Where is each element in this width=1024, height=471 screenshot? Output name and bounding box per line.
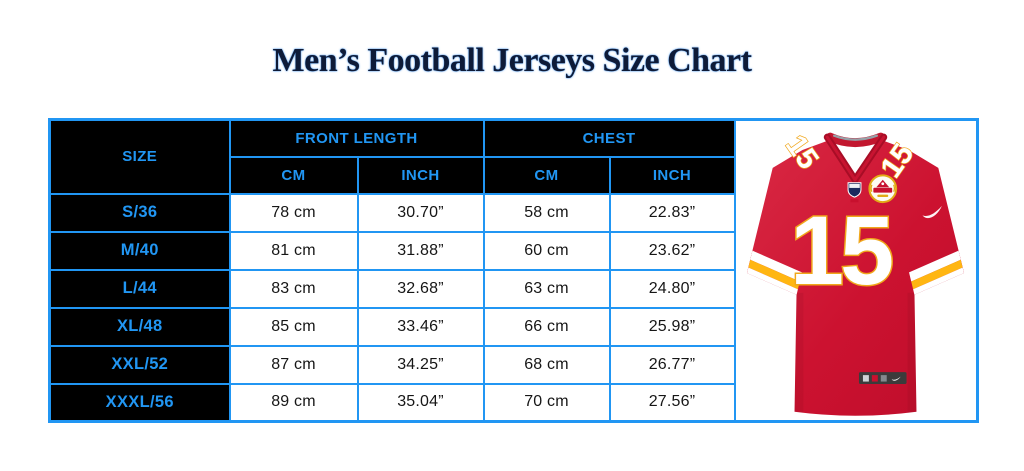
table-row: XXL/52 87 cm 34.25” 68 cm 26.77”	[48, 344, 978, 385]
table-row: XL/48 85 cm 33.46” 66 cm 25.98”	[48, 306, 978, 347]
jersey-image: 15 15 15	[747, 128, 965, 416]
chest-inch-cell: 26.77”	[608, 344, 736, 385]
col-header-chest: CHEST	[482, 118, 736, 158]
jersey-body	[747, 139, 965, 416]
front-length-cm-cell: 83 cm	[228, 268, 359, 309]
size-cell: XXL/52	[48, 344, 231, 385]
chest-cm-cell: 58 cm	[482, 192, 611, 233]
front-length-inch-cell: 33.46”	[356, 306, 485, 347]
chest-inch-cell: 23.62”	[608, 230, 736, 271]
size-cell: S/36	[48, 192, 231, 233]
chest-cm-cell: 63 cm	[482, 268, 611, 309]
col-header-chest-cm: CM	[482, 155, 611, 195]
chest-inch-cell: 22.83”	[608, 192, 736, 233]
size-cell: M/40	[48, 230, 231, 271]
header-row-groups: SIZE FRONT LENGTH CHEST	[48, 118, 979, 423]
chest-inch-cell: 24.80”	[608, 268, 736, 309]
front-length-cm-cell: 85 cm	[228, 306, 359, 347]
front-length-inch-cell: 34.25”	[356, 344, 485, 385]
nike-swoosh-icon	[922, 205, 943, 218]
header-row-units: CM INCH CM INCH	[50, 155, 978, 195]
front-length-inch-cell: 32.68”	[356, 268, 485, 309]
front-length-cm-cell: 87 cm	[228, 344, 359, 385]
col-header-front-length: FRONT LENGTH	[228, 118, 485, 158]
col-header-size: SIZE	[48, 118, 231, 195]
chest-cm-cell: 68 cm	[482, 344, 611, 385]
col-header-front-inch: INCH	[356, 155, 485, 195]
size-chart-table: SIZE FRONT LENGTH CHEST	[48, 118, 979, 423]
front-length-inch-cell: 31.88”	[356, 230, 485, 271]
nfl-shield-icon	[847, 181, 862, 202]
table-row: M/40 81 cm 31.88” 60 cm 23.62”	[48, 230, 978, 271]
table-row: XXXL/56 89 cm 35.04” 70 cm 27.56”	[48, 382, 978, 423]
page-title: Men’s Football Jerseys Size Chart	[272, 42, 752, 79]
jersey-panel: 15 15 15	[733, 118, 979, 423]
table-row: L/44 83 cm 32.68” 63 cm 24.80”	[48, 268, 978, 309]
chest-cm-cell: 60 cm	[482, 230, 611, 271]
chest-inch-cell: 25.98”	[608, 306, 736, 347]
front-length-cm-cell: 81 cm	[228, 230, 359, 271]
size-cell: XL/48	[48, 306, 231, 347]
chest-cm-cell: 70 cm	[482, 382, 611, 423]
size-cell: XXXL/56	[48, 382, 231, 423]
front-length-inch-cell: 30.70”	[356, 192, 485, 233]
chest-inch-cell: 27.56”	[608, 382, 736, 423]
chest-number: 15	[790, 195, 892, 304]
sleeve-stripes	[747, 250, 965, 296]
jock-tag	[859, 371, 907, 384]
front-length-inch-cell: 35.04”	[356, 382, 485, 423]
front-length-cm-cell: 89 cm	[228, 382, 359, 423]
col-header-chest-inch: INCH	[608, 155, 736, 195]
front-length-cm-cell: 78 cm	[228, 192, 359, 233]
chest-cm-cell: 66 cm	[482, 306, 611, 347]
col-header-front-cm: CM	[228, 155, 359, 195]
team-patch-icon	[868, 173, 898, 203]
size-cell: L/44	[48, 268, 231, 309]
table-row: S/36 78 cm 30.70” 58 cm 22.83”	[48, 192, 978, 233]
jersey-collar	[824, 132, 888, 183]
